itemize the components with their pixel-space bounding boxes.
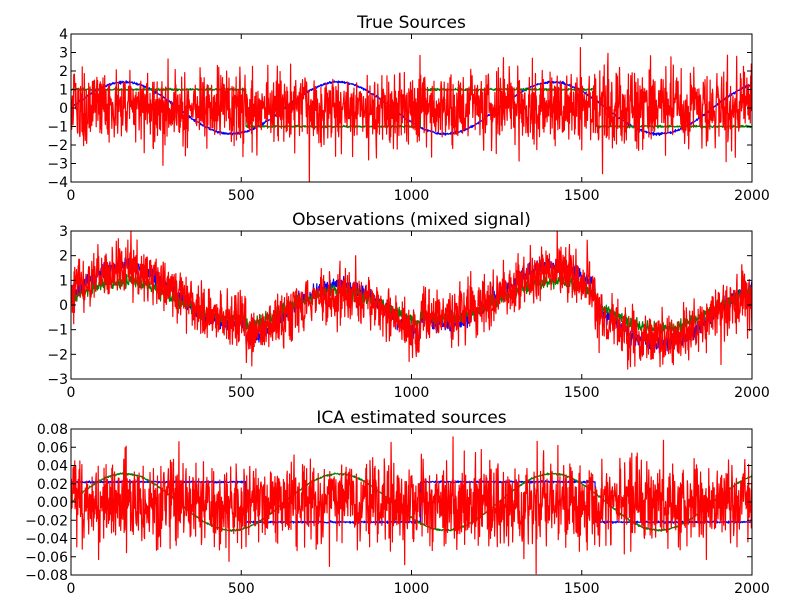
y-tick-label: 1 <box>59 273 68 289</box>
x-tick-label: 1500 <box>564 385 600 401</box>
y-tick-label: 0.06 <box>37 440 68 456</box>
y-tick-label: 1 <box>59 83 68 99</box>
y-tick-label: −4 <box>47 175 68 191</box>
subplot-1: True Sources 0 500 1000 1500 2000 4 3 2 1 0 −1 −2 −3 −… <box>47 13 769 204</box>
y-tick-label: 4 <box>59 27 68 43</box>
y-tick-label: 2 <box>59 64 68 80</box>
series-line-2 <box>71 273 752 336</box>
y-tick-label: −2 <box>47 138 68 154</box>
x-tick-label: 500 <box>228 581 255 597</box>
y-tick-label: 0.04 <box>37 459 68 475</box>
subplot-3: ICA estimated sources 0 500 1000 1500 2000 0.0… <box>25 408 770 597</box>
y-tick-label: 3 <box>59 224 68 240</box>
plot-area <box>71 47 752 182</box>
y-tick-label: −1 <box>47 120 68 136</box>
subplot-title: Observations (mixed signal) <box>292 210 531 230</box>
plot-area <box>71 231 752 370</box>
series-line-1 <box>71 479 752 525</box>
x-tick-label: 0 <box>67 188 76 204</box>
y-tick-label: −2 <box>47 347 68 363</box>
x-tick-label: 1000 <box>394 188 430 204</box>
subplot-title: ICA estimated sources <box>316 408 506 428</box>
x-tick-label: 1000 <box>394 581 430 597</box>
x-tick-label: 500 <box>228 188 255 204</box>
x-tick-label: 1000 <box>394 385 430 401</box>
y-tick-label: 0.02 <box>37 477 68 493</box>
series-line-3 <box>71 436 752 575</box>
y-tick-label: −3 <box>47 372 68 388</box>
y-tick-label: −0.04 <box>25 532 68 548</box>
subplot-2: Observations (mixed signal) 0 500 1000 1500 2… <box>47 210 769 401</box>
x-tick-label: 1500 <box>564 188 600 204</box>
y-tick-label: −0.06 <box>25 550 68 566</box>
y-tick-label: 0.00 <box>37 495 68 511</box>
y-tick-label: −1 <box>47 323 68 339</box>
y-tick-label: 0 <box>59 298 68 314</box>
y-tick-label: 2 <box>59 249 68 265</box>
series-line-3 <box>71 231 752 370</box>
x-tick-label: 0 <box>67 581 76 597</box>
y-tick-label: 0 <box>59 101 68 117</box>
y-tick-label: −0.02 <box>25 513 68 529</box>
x-tick-label: 2000 <box>734 581 770 597</box>
x-tick-label: 500 <box>228 385 255 401</box>
x-tick-label: 1500 <box>564 581 600 597</box>
subplot-title: True Sources <box>356 13 466 33</box>
y-tick-label: −0.08 <box>25 568 68 584</box>
y-tick-label: 0.08 <box>37 422 68 438</box>
x-tick-label: 2000 <box>734 385 770 401</box>
series-line-3 <box>71 47 752 182</box>
x-tick-label: 2000 <box>734 188 770 204</box>
y-tick-label: 3 <box>59 46 68 62</box>
y-tick-label: −3 <box>47 157 68 173</box>
plot-area <box>71 436 752 575</box>
x-tick-label: 0 <box>67 385 76 401</box>
